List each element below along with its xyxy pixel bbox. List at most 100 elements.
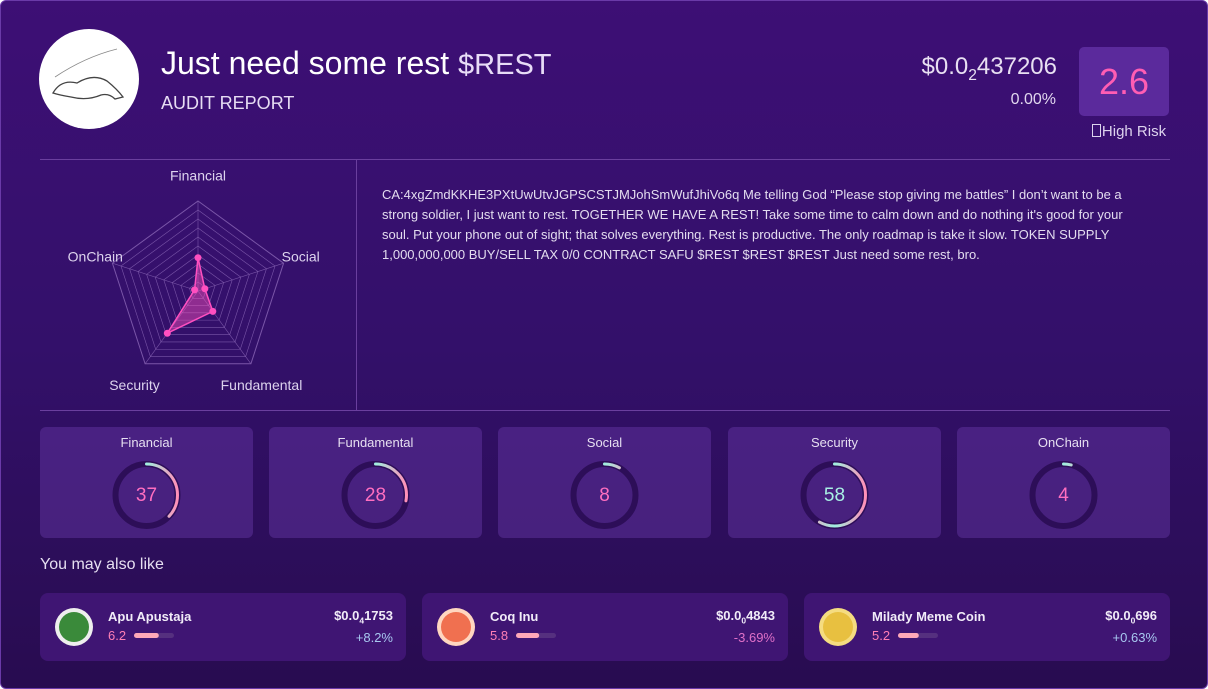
divider: [356, 159, 357, 410]
radar-point: [201, 285, 209, 293]
radar-ring: [180, 272, 216, 306]
radar-chart: Financial Social Fundamental Security OnChai…: [68, 168, 320, 393]
radar-point: [194, 254, 202, 262]
token-title: Just need some rest $REST: [161, 45, 552, 82]
score-bar: [134, 633, 174, 638]
score-gauge: 4: [1029, 461, 1098, 529]
price-digits: 4843: [746, 608, 775, 623]
radar-spoke: [197, 262, 284, 292]
recommendation-card: Coq Inu 5.8 $0.004843 -3.69%: [422, 593, 788, 661]
radar-ring: [154, 245, 242, 328]
coin-name: Apu Apustaja: [108, 609, 192, 624]
gauge-arc: [343, 462, 408, 528]
score-label: Fundamental: [337, 435, 414, 450]
logo-face: [441, 612, 471, 642]
gauge-value: 37: [136, 485, 157, 506]
score-card: Social 8: [498, 427, 711, 538]
coin-score: 6.2: [108, 628, 127, 643]
coin-logo: [437, 608, 475, 646]
score-bar: [898, 633, 938, 638]
gauge-arc: [572, 462, 637, 528]
divider: [40, 159, 1170, 160]
price-zeros: 4: [359, 615, 365, 626]
score-bar-fill: [134, 633, 159, 638]
score-gauge: 28: [341, 461, 410, 529]
coin-price: $0.004843: [716, 608, 775, 626]
score-gauge: 58: [800, 461, 869, 529]
radar-axis-label: Fundamental: [221, 377, 303, 393]
coin-change: +8.2%: [355, 630, 393, 645]
token-name: Just need some rest: [161, 45, 450, 81]
section-title: You may also like: [40, 556, 164, 573]
radar-ring: [120, 209, 276, 357]
radar-ring: [171, 263, 225, 314]
coin-price: $0.00696: [1105, 608, 1157, 626]
coin-change: +0.63%: [1112, 630, 1157, 645]
radar-point: [163, 329, 171, 337]
coin-score: 5.8: [490, 628, 509, 643]
price-digits: 437206: [976, 53, 1057, 80]
radar-ring: [163, 254, 233, 321]
price: $0.02437206: [922, 53, 1058, 85]
radar-axis-label: Social: [282, 248, 320, 264]
score-gauge: 8: [570, 461, 639, 529]
radar-area: [165, 257, 214, 336]
score-bar: [516, 633, 556, 638]
subtitle: AUDIT REPORT: [161, 93, 295, 113]
score-bar-fill: [898, 633, 919, 638]
radar-spoke: [197, 290, 252, 364]
coin-logo: [819, 608, 857, 646]
coin-name: Milady Meme Coin: [872, 609, 986, 624]
token-logo: [39, 29, 139, 129]
score-card: OnChain 4: [957, 427, 1170, 538]
radar-ring: [129, 218, 267, 350]
gauge-value: 4: [1058, 485, 1069, 506]
coin-score: 5.2: [872, 628, 891, 643]
gauge-arc: [1031, 462, 1096, 528]
coin-name: Coq Inu: [490, 609, 539, 624]
coin-logo: [55, 608, 93, 646]
radar-ring: [146, 236, 250, 335]
logo-face: [823, 612, 853, 642]
radar-point: [209, 307, 217, 315]
risk-label: High Risk: [1079, 123, 1179, 140]
divider: [40, 410, 1170, 411]
price-digits: 696: [1135, 608, 1157, 623]
radar-point: [191, 286, 199, 294]
price-zeros: 0: [741, 615, 747, 626]
score-bar-fill: [516, 633, 540, 638]
description: CA:4xgZmdKKHE3PXtUwUtvJGPSCSTJMJohSmWufJ…: [382, 187, 1123, 262]
score-card: Security 58: [728, 427, 941, 538]
radar-axis-label: OnChain: [68, 248, 123, 264]
risk-score: 2.6: [1079, 47, 1169, 116]
radar-axis-label: Financial: [170, 168, 226, 184]
gauge-value: 8: [599, 485, 610, 506]
gauge-value: 58: [824, 485, 845, 506]
score-label: OnChain: [1037, 435, 1090, 450]
radar-ring: [111, 200, 285, 365]
score-card: Fundamental 28: [269, 427, 482, 538]
token-symbol: $REST: [458, 49, 552, 81]
price-change: 0.00%: [1010, 91, 1056, 108]
radar-spoke: [112, 262, 199, 292]
price-digits: 1753: [364, 608, 393, 623]
gauge-value: 28: [365, 485, 386, 506]
price-prefix: $0.0: [716, 608, 742, 623]
price-prefix: $0.0: [921, 53, 969, 80]
gauge-arc: [114, 462, 179, 528]
price-zeros: 2: [968, 66, 977, 84]
coin-change: -3.69%: [733, 630, 775, 645]
radar-axis-label: Security: [109, 377, 160, 393]
recommendation-card: Milady Meme Coin 5.2 $0.00696 +0.63%: [804, 593, 1170, 661]
radar-ring: [137, 227, 259, 343]
risk-text: High Risk: [1101, 123, 1167, 140]
logo-face: [59, 612, 89, 642]
price-zeros: 0: [1130, 615, 1136, 626]
gauge-arc: [802, 462, 867, 528]
recommendation-card: Apu Apustaja 6.2 $0.041753 +8.2%: [40, 593, 406, 661]
score-label: Social: [586, 435, 623, 450]
score-label: Security: [811, 435, 858, 450]
